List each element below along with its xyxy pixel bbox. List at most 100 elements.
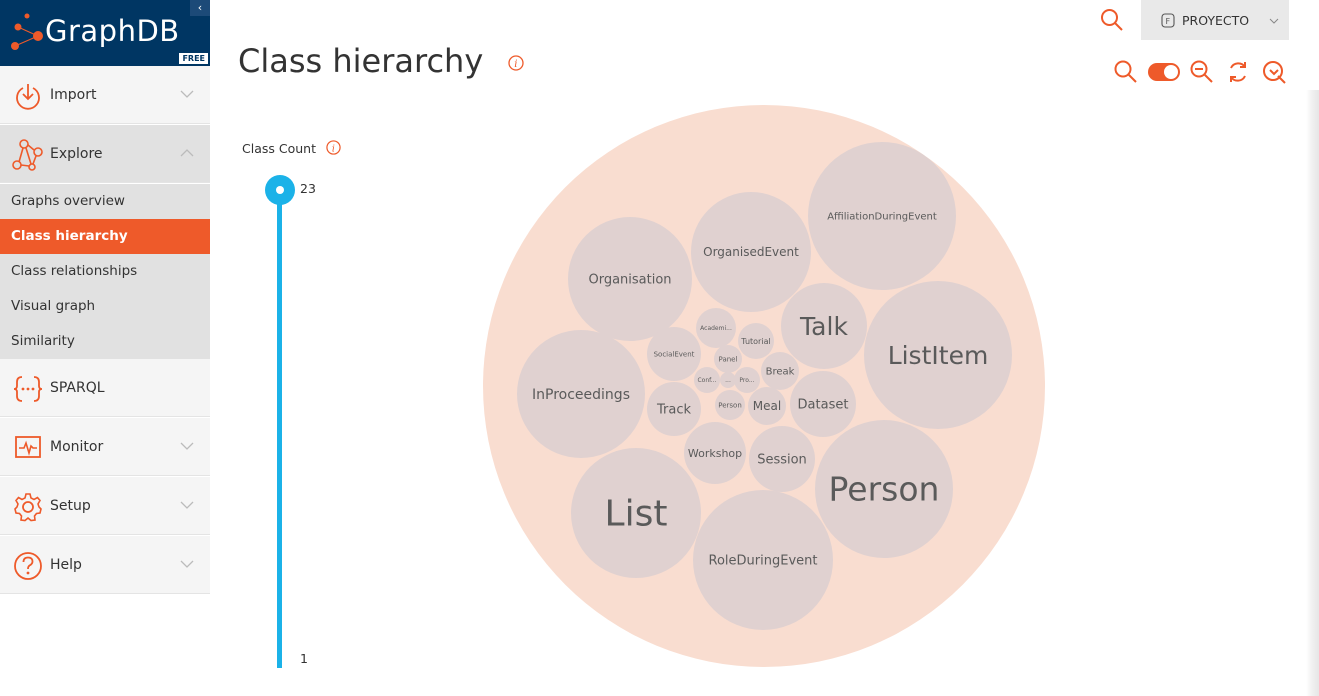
submenu-item-class-relationships[interactable]: Class relationships: [11, 263, 138, 279]
class-bubble-label: Talk: [799, 312, 848, 341]
class-bubble[interactable]: [694, 367, 720, 393]
class-bubble[interactable]: [790, 371, 856, 437]
class-bubble[interactable]: [693, 490, 833, 630]
class-bubble[interactable]: [647, 327, 701, 381]
class-bubble-label: Session: [757, 453, 807, 468]
class-bubble-label: Meal: [753, 399, 781, 413]
chevron-up-icon: [180, 149, 194, 157]
nav-item-explore[interactable]: Explore: [0, 125, 210, 183]
info-icon[interactable]: i: [508, 55, 524, 71]
class-bubble[interactable]: [761, 352, 799, 390]
logo-bar[interactable]: GraphDB FREE ‹: [0, 0, 210, 66]
class-bubble-label: Pro...: [739, 377, 754, 384]
nav-item-sparql[interactable]: SPARQL: [0, 359, 210, 417]
nav-item-label: Monitor: [50, 439, 104, 455]
explore-submenu: Graphs overview Class hierarchy Class re…: [0, 184, 210, 359]
page-title: Class hierarchy: [238, 42, 484, 80]
search-icon[interactable]: [1113, 59, 1139, 85]
chevron-down-icon: [180, 501, 194, 509]
monitor-icon: [15, 436, 41, 458]
nav-item-label: Import: [50, 87, 97, 103]
zoom-out-icon[interactable]: [1189, 59, 1215, 85]
chevron-down-icon: [1269, 18, 1279, 24]
toggle-switch-icon[interactable]: [1147, 59, 1181, 85]
submenu-item-class-hierarchy[interactable]: Class hierarchy: [0, 219, 210, 254]
class-bubble[interactable]: [815, 420, 953, 558]
submenu-item-similarity[interactable]: Similarity: [11, 333, 75, 349]
visualization-toolbar: [1113, 59, 1293, 87]
slider-max-value: 23: [300, 181, 316, 196]
explore-icon: [12, 139, 43, 171]
submenu-item-visual-graph[interactable]: Visual graph: [11, 298, 96, 314]
sparql-icon: [13, 376, 43, 402]
class-bubble[interactable]: [738, 323, 774, 359]
repository-name: PROYECTO: [1182, 13, 1250, 28]
class-bubble[interactable]: [696, 308, 736, 348]
graphdb-logo-icon: [11, 13, 43, 50]
class-bubble-label: Person: [718, 401, 742, 409]
class-bubble-label: ...: [725, 377, 731, 384]
class-bubble-label: SocialEvent: [654, 350, 695, 358]
class-bubble[interactable]: [568, 217, 692, 341]
svg-text:i: i: [514, 59, 517, 70]
database-icon: F: [1161, 13, 1175, 28]
class-bubble[interactable]: [781, 283, 867, 369]
search-icon[interactable]: [1100, 8, 1124, 32]
class-bubble-label: OrganisedEvent: [703, 245, 799, 259]
class-bubble[interactable]: [715, 390, 745, 420]
collapse-sidebar-button[interactable]: ‹: [190, 0, 210, 16]
class-bubble[interactable]: [864, 281, 1012, 429]
class-bubble[interactable]: [571, 448, 701, 578]
info-icon[interactable]: i: [326, 140, 341, 155]
class-bubble[interactable]: [720, 372, 736, 388]
gear-icon: [14, 493, 42, 522]
download-icon[interactable]: [1261, 59, 1287, 85]
class-bubble-label: Track: [656, 403, 691, 418]
edition-badge: FREE: [179, 53, 208, 64]
class-count-slider-handle[interactable]: [264, 174, 296, 206]
chevron-down-icon: [180, 560, 194, 568]
nav-item-monitor[interactable]: Monitor: [0, 418, 210, 476]
class-bubble-label: Panel: [719, 355, 738, 363]
class-bubble-label: Conf...: [697, 377, 716, 384]
sidebar: GraphDB FREE ‹ Import Explore Graphs ov: [0, 0, 210, 696]
import-icon: [16, 84, 40, 110]
class-bubble[interactable]: [684, 422, 746, 484]
class-bubble[interactable]: [647, 382, 701, 436]
class-bubble-label: InProceedings: [532, 387, 630, 403]
class-bubble[interactable]: [749, 426, 815, 492]
nav-item-label: Setup: [50, 498, 91, 514]
class-bubble-label: List: [605, 494, 668, 535]
class-bubble-label: Organisation: [588, 273, 671, 288]
logo-text: GraphDB: [45, 14, 180, 48]
class-bubble-label: Dataset: [798, 398, 849, 413]
nav-item-setup[interactable]: Setup: [0, 477, 210, 535]
svg-text:i: i: [332, 143, 335, 154]
nav-item-help[interactable]: Help: [0, 536, 210, 594]
class-bubble[interactable]: [748, 387, 786, 425]
class-bubble[interactable]: [734, 367, 760, 393]
class-bubble-label: Workshop: [688, 447, 742, 460]
class-count-slider-track[interactable]: [277, 190, 282, 668]
class-bubble-label: Break: [766, 367, 795, 378]
class-bubble[interactable]: [517, 330, 645, 458]
slider-min-value: 1: [300, 651, 308, 666]
nav-item-import[interactable]: Import: [0, 66, 210, 124]
class-bubble-label: RoleDuringEvent: [709, 554, 818, 569]
class-bubble-label: Person: [829, 470, 940, 509]
class-bubble[interactable]: [808, 142, 956, 290]
nav-item-label: Help: [50, 557, 82, 573]
nav-item-label: Explore: [50, 146, 103, 162]
class-bubble-label: ListItem: [888, 341, 989, 370]
panel-edge: [1306, 90, 1319, 696]
submenu-item-graphs-overview[interactable]: Graphs overview: [11, 193, 125, 209]
repository-selector[interactable]: F PROYECTO: [1141, 0, 1289, 40]
svg-text:F: F: [1166, 17, 1171, 26]
class-bubble[interactable]: [714, 345, 742, 373]
chevron-down-icon: [180, 442, 194, 450]
class-bubble-label: AffiliationDuringEvent: [827, 212, 937, 223]
class-bubble-label: Tutorial: [740, 337, 770, 346]
refresh-icon[interactable]: [1225, 59, 1251, 85]
class-bubble[interactable]: [691, 192, 811, 312]
